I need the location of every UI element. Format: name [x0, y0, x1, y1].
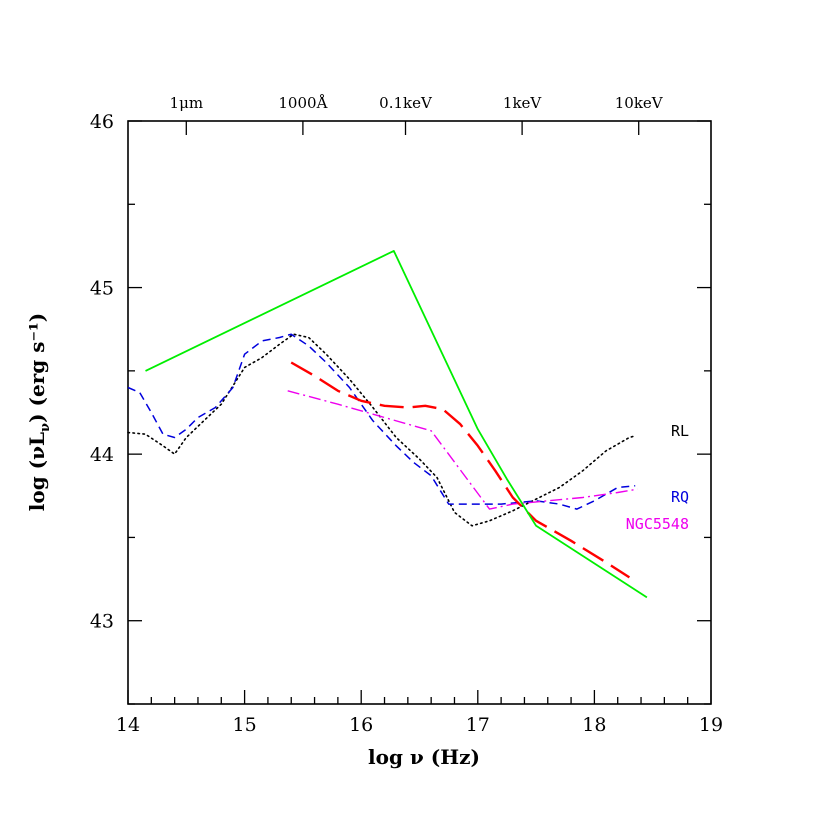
x-tick-label: 14 — [116, 714, 140, 736]
top-axis-label: 1μm — [170, 94, 204, 112]
series-label-rl: RL — [671, 422, 689, 440]
series-line-ngc5548 — [287, 390, 638, 510]
x-tick-label: 19 — [699, 714, 723, 736]
series-label-rq: RQ — [671, 488, 689, 506]
y-tick-label: 45 — [90, 278, 114, 300]
tick-labels: 14 15 16 17 18 19 1μm 1000Å 0.1keV 1keV 10keV 43 44 4… — [90, 94, 723, 736]
top-axis-label: 10keV — [615, 94, 664, 112]
y-tick-label: 46 — [90, 111, 114, 133]
y-axis-title-subscript: ν — [38, 423, 53, 432]
series-labels: RL RQ NGC5548 — [626, 422, 689, 533]
y-tick-label: 44 — [90, 444, 114, 466]
y-tick-label: 43 — [90, 611, 114, 633]
x-tick-label: 15 — [233, 714, 257, 736]
series-label-ngc5548: NGC5548 — [626, 515, 689, 533]
top-axis-label: 1000Å — [278, 94, 327, 112]
x-tick-label: 17 — [466, 714, 490, 736]
y-axis-title: log (νLν) (erg s⁻¹) — [25, 313, 53, 511]
series-line-rq — [127, 333, 636, 510]
series-line-rl — [127, 333, 637, 527]
plot-frame — [127, 120, 712, 705]
series-line-long-dash — [290, 361, 631, 579]
top-axis-label: 0.1keV — [379, 94, 433, 112]
x-axis-title: log ν (Hz) — [368, 745, 480, 769]
x-tick-label: 18 — [582, 714, 606, 736]
top-axis-label: 1keV — [503, 94, 543, 112]
series-line-solid — [145, 249, 648, 599]
series-layer — [127, 249, 648, 599]
x-tick-label: 16 — [349, 714, 373, 736]
y-axis-title-tail: ) (erg s⁻¹) — [25, 313, 49, 423]
tick-marks — [127, 120, 712, 705]
